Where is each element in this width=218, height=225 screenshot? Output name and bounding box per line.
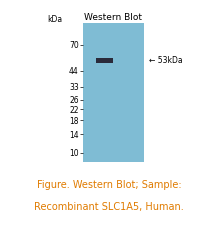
Bar bbox=[96, 58, 113, 63]
Text: Figure. Western Blot; Sample:: Figure. Western Blot; Sample: bbox=[37, 180, 181, 189]
Text: Recombinant SLC1A5, Human.: Recombinant SLC1A5, Human. bbox=[34, 202, 184, 212]
Text: kDa: kDa bbox=[47, 15, 62, 24]
Title: Western Blot: Western Blot bbox=[84, 13, 142, 22]
Text: ← 53kDa: ← 53kDa bbox=[149, 56, 182, 65]
